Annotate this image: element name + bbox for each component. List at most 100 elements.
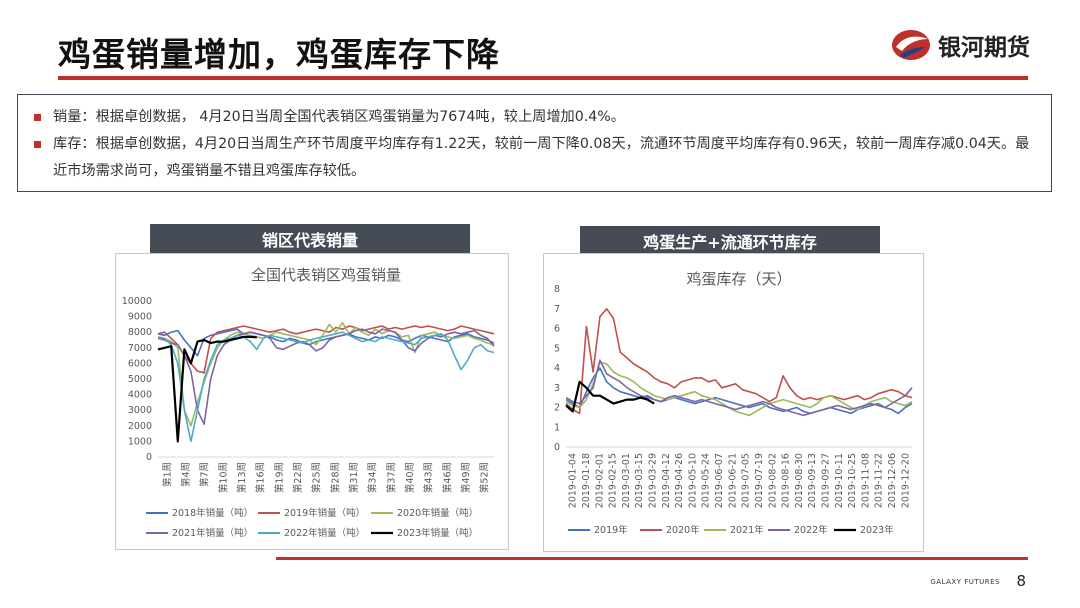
series-line xyxy=(157,322,495,427)
legend-label: 2019年 xyxy=(594,524,628,536)
legend-label: 2018年销量（吨） xyxy=(172,507,253,519)
x-tick-label: 2019-08-02 xyxy=(767,453,778,508)
x-tick-label: 第4周 xyxy=(180,462,192,487)
y-tick-label: 4000 xyxy=(128,390,152,401)
y-tick-label: 0 xyxy=(554,442,560,453)
x-tick-label: 第34周 xyxy=(367,462,379,493)
series-line xyxy=(565,380,655,413)
x-tick-label: 2019-05-10 xyxy=(687,453,698,508)
left-panel-header: 销区代表销量 xyxy=(150,224,470,253)
inventory-chart-box: 鸡蛋库存（天） 0 1 2 3 4 5 6 7 8 2019-01-04 2019-01-18 2019… xyxy=(543,253,924,552)
y-tick-label: 1 xyxy=(554,422,560,433)
logo-text: 银河期货 xyxy=(938,35,1030,61)
x-tick-label: 2019-03-15 xyxy=(634,453,645,508)
summary-box: 销量：根据卓创数据， 4月20日当周全国代表销区鸡蛋销量为7674吨，较上周增加… xyxy=(17,94,1052,192)
y-tick-label: 4 xyxy=(554,363,560,374)
x-tick-label: 第13周 xyxy=(236,462,248,493)
series-line xyxy=(565,367,913,415)
title-divider xyxy=(58,76,1028,80)
y-tick-label: 5 xyxy=(554,343,560,354)
legend-label: 2021年销量（吨） xyxy=(172,527,253,539)
series-line xyxy=(157,325,495,374)
legend-label: 2021年 xyxy=(730,524,764,536)
bullet-sales: 销量：根据卓创数据， 4月20日当周全国代表销区鸡蛋销量为7674吨，较上周增加… xyxy=(32,104,1037,131)
company-logo: 银河期货 xyxy=(890,27,1030,63)
x-tick-label: 2019-01-04 xyxy=(568,453,579,508)
x-tick-label: 2019-09-27 xyxy=(821,453,832,508)
x-tick-label: 2019-04-12 xyxy=(661,453,672,508)
x-tick-label: 2019-07-05 xyxy=(741,453,752,508)
x-tick-label: 2019-03-01 xyxy=(621,453,632,508)
bullet-marker xyxy=(34,114,41,121)
y-tick-label: 7000 xyxy=(128,343,152,354)
x-tick-label: 第37周 xyxy=(385,462,397,493)
footer-brand: GALAXY FUTURES xyxy=(930,578,1000,586)
bullet-marker xyxy=(34,141,41,148)
y-tick-label: 8000 xyxy=(128,327,152,338)
x-tick-label: 第19周 xyxy=(273,462,285,493)
x-tick-label: 2019-08-30 xyxy=(794,453,805,508)
x-tick-label: 2019-10-25 xyxy=(847,453,858,508)
y-tick-label: 6000 xyxy=(128,358,152,369)
page-title: 鸡蛋销量增加，鸡蛋库存下降 xyxy=(58,35,500,74)
legend-label: 2022年销量（吨） xyxy=(284,527,365,539)
x-tick-label: 第43周 xyxy=(423,462,435,493)
legend-label: 2022年 xyxy=(794,524,828,536)
series-line xyxy=(157,328,495,425)
y-tick-label: 3000 xyxy=(128,405,152,416)
page-number: 8 xyxy=(1016,572,1026,590)
x-tick-label: 2019-12-06 xyxy=(887,453,898,508)
y-tick-label: 8 xyxy=(554,284,560,295)
bullet-inventory: 库存：根据卓创数据，4月20日当周生产环节周度平均库存有1.22天，较前一周下降… xyxy=(32,131,1037,185)
x-tick-label: 2019-09-13 xyxy=(807,453,818,508)
legend-label: 2023年 xyxy=(860,524,894,536)
x-tick-label: 第7周 xyxy=(199,462,211,487)
x-tick-label: 2019-10-11 xyxy=(834,453,845,508)
galaxy-logo-icon xyxy=(892,30,930,60)
x-tick-label: 2019-07-19 xyxy=(754,453,765,508)
x-tick-label: 2019-04-26 xyxy=(674,453,685,508)
sales-chart-box: 全国代表销区鸡蛋销量 0 1000 2000 3000 4000 5000 6000 7000 8… xyxy=(115,253,509,550)
y-tick-label: 3 xyxy=(554,383,560,394)
x-tick-label: 第10周 xyxy=(217,462,229,493)
bullet-sales-text: 销量：根据卓创数据， 4月20日当周全国代表销区鸡蛋销量为7674吨，较上周增加… xyxy=(53,109,625,125)
x-tick-label: 2019-05-24 xyxy=(701,453,712,508)
series-line xyxy=(157,335,257,443)
x-tick-label: 第40周 xyxy=(404,462,416,493)
sales-line-chart: 全国代表销区鸡蛋销量 0 1000 2000 3000 4000 5000 6000 7000 8… xyxy=(122,266,495,539)
x-tick-label: 2019-01-18 xyxy=(581,453,592,508)
x-tick-label: 第52周 xyxy=(479,462,491,493)
x-tick-label: 2019-06-07 xyxy=(714,453,725,508)
right-panel-header: 鸡蛋生产+流通环节库存 xyxy=(580,226,880,255)
x-tick-label: 2019-08-16 xyxy=(781,453,792,508)
y-tick-label: 2000 xyxy=(128,421,152,432)
x-tick-label: 2019-12-20 xyxy=(900,453,911,508)
bullet-inventory-text: 库存：根据卓创数据，4月20日当周生产环节周度平均库存有1.22天，较前一周下降… xyxy=(53,136,1030,179)
x-tick-label: 第25周 xyxy=(311,462,323,493)
y-tick-label: 0 xyxy=(146,452,152,463)
y-tick-label: 7 xyxy=(554,304,560,315)
chart-title: 全国代表销区鸡蛋销量 xyxy=(251,266,401,284)
x-tick-label: 第22周 xyxy=(292,462,304,493)
x-tick-label: 第28周 xyxy=(329,462,341,493)
legend-label: 2020年销量（吨） xyxy=(397,507,478,519)
x-tick-label: 第49周 xyxy=(460,462,472,493)
x-tick-label: 第31周 xyxy=(348,462,360,493)
x-tick-label: 2019-11-08 xyxy=(860,453,871,508)
y-tick-label: 10000 xyxy=(122,296,152,307)
x-tick-label: 2019-03-29 xyxy=(648,453,659,508)
y-tick-label: 6 xyxy=(554,324,560,335)
x-tick-label: 第1周 xyxy=(161,462,173,487)
chart-title: 鸡蛋库存（天） xyxy=(686,270,791,288)
legend-label: 2019年销量（吨） xyxy=(284,507,365,519)
x-tick-label: 第16周 xyxy=(255,462,267,493)
legend-label: 2020年 xyxy=(666,524,700,536)
x-tick-label: 2019-11-22 xyxy=(874,453,885,508)
y-tick-label: 1000 xyxy=(128,436,152,447)
series-line xyxy=(565,307,913,415)
y-tick-label: 5000 xyxy=(128,374,152,385)
legend-label: 2023年销量（吨） xyxy=(397,527,478,539)
x-tick-label: 2019-02-01 xyxy=(594,453,605,508)
x-tick-label: 2019-02-15 xyxy=(608,453,619,508)
